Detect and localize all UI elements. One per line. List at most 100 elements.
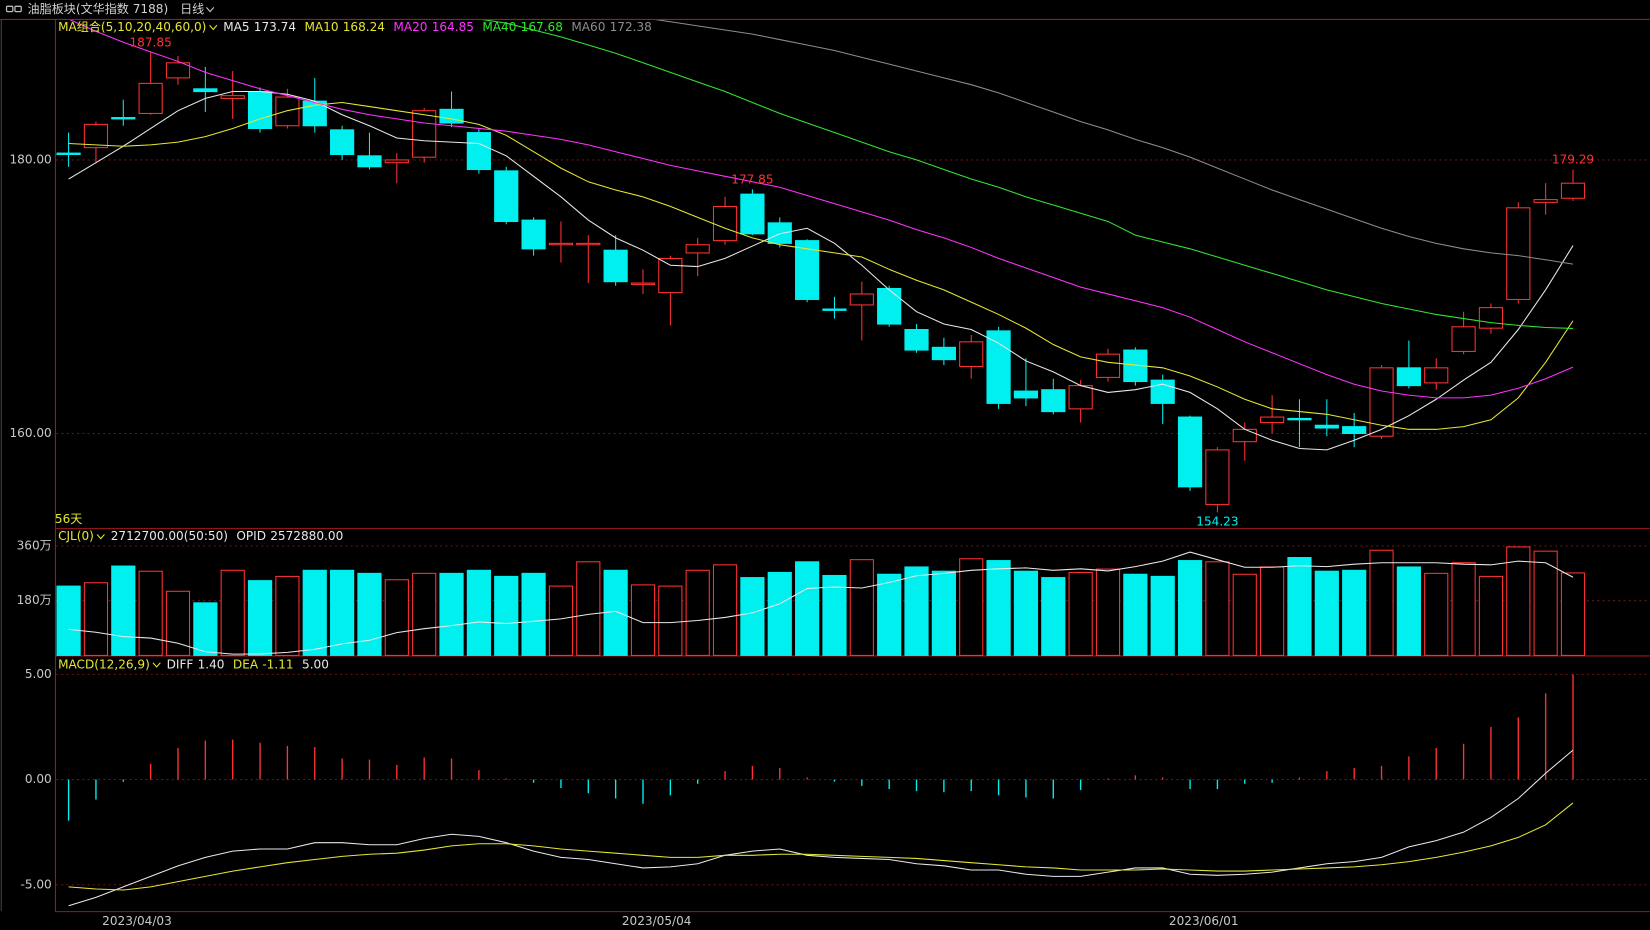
volume-bar bbox=[439, 572, 464, 656]
legend-name: OPID bbox=[236, 529, 266, 543]
legend-value: 1.40 bbox=[198, 657, 225, 671]
volume-bar bbox=[658, 585, 683, 656]
y-tick-label: 5.00 bbox=[25, 667, 52, 681]
indicator-line bbox=[68, 749, 1574, 907]
volume-bar bbox=[576, 561, 601, 656]
volume-bar bbox=[603, 569, 628, 656]
candle-body bbox=[165, 62, 191, 79]
candle-body bbox=[959, 341, 984, 367]
candle-body bbox=[1260, 416, 1285, 424]
candle-body bbox=[822, 308, 847, 311]
volume-bar bbox=[1369, 549, 1394, 656]
dropdown-chevron bbox=[152, 662, 161, 668]
volume-bar bbox=[904, 566, 929, 656]
indicator-title: CJL(0) bbox=[58, 529, 94, 543]
volume-bar bbox=[1478, 575, 1504, 656]
candle-body bbox=[986, 330, 1011, 404]
candle-body bbox=[220, 95, 245, 99]
candle-body bbox=[1314, 424, 1339, 429]
candle-body bbox=[548, 242, 574, 246]
legend-value: 172.38 bbox=[610, 20, 652, 34]
indicator-line bbox=[68, 551, 1574, 655]
volume-bar bbox=[1396, 566, 1421, 656]
volume-bar bbox=[1424, 572, 1449, 656]
volume-bar bbox=[712, 564, 738, 656]
indicator-line bbox=[69, 19, 1574, 399]
candle-body bbox=[330, 129, 355, 155]
volume-bar bbox=[1177, 560, 1203, 656]
y-tick-label: 0.00 bbox=[25, 772, 52, 786]
instrument-title: 油脂板块(文华指数 7188) bbox=[28, 1, 169, 16]
extreme-label: 179.29 bbox=[1552, 153, 1594, 167]
volume-bar bbox=[1451, 562, 1476, 656]
candle-body bbox=[1396, 367, 1421, 387]
candle-body bbox=[1095, 353, 1121, 378]
volume-bar bbox=[275, 575, 300, 656]
indicator-title: MACD(12,26,9) bbox=[58, 657, 150, 671]
y-tick-label: 180.00 bbox=[9, 152, 51, 166]
volume-bar bbox=[849, 559, 874, 656]
candle-body bbox=[494, 170, 519, 223]
volume-bar bbox=[548, 585, 574, 656]
volume-bar bbox=[685, 569, 710, 656]
candle-body bbox=[83, 123, 109, 149]
candle-body bbox=[193, 88, 218, 93]
candle-body bbox=[247, 91, 273, 130]
candle-body bbox=[603, 249, 628, 283]
legend-name: DIFF bbox=[167, 657, 194, 671]
volume-bar bbox=[247, 580, 273, 656]
candle-body bbox=[384, 159, 409, 164]
legend-name: MA10 bbox=[304, 20, 338, 34]
candle-body bbox=[111, 117, 136, 120]
volume-bar bbox=[1287, 557, 1312, 656]
y-tick-label: 180万 bbox=[17, 593, 52, 607]
volume-bar bbox=[466, 569, 491, 656]
period-selector[interactable]: 日线 bbox=[180, 2, 204, 16]
candle-body bbox=[658, 257, 683, 294]
indicator-line bbox=[68, 101, 1574, 430]
volume-bar bbox=[1342, 569, 1367, 656]
candle-body bbox=[1506, 207, 1531, 300]
volume-bar bbox=[1123, 573, 1148, 656]
candle-body bbox=[1424, 367, 1449, 384]
legend-value: 164.85 bbox=[432, 20, 474, 34]
candle-body bbox=[275, 96, 300, 127]
legend-name: MA40 bbox=[482, 20, 516, 34]
volume-bar bbox=[193, 602, 218, 656]
volume-bar bbox=[1150, 575, 1175, 656]
x-tick-label: 2023/05/04 bbox=[622, 914, 692, 928]
volume-bar bbox=[767, 571, 792, 656]
candle-body bbox=[877, 287, 902, 325]
candle-body bbox=[1013, 390, 1039, 399]
volume-bar bbox=[1095, 568, 1121, 656]
candle-body bbox=[767, 222, 792, 244]
volume-bar bbox=[931, 570, 956, 656]
volume-bar bbox=[1232, 573, 1257, 656]
plot-layer: 180.00 160.00 187.85 177.85 154.23 179.29 56天 2… bbox=[9, 19, 1650, 928]
volume-bar bbox=[384, 579, 409, 656]
legend-value: 5.00 bbox=[302, 657, 329, 671]
candle-body bbox=[630, 282, 656, 285]
volume-bar bbox=[795, 561, 820, 656]
period-chevron[interactable] bbox=[206, 7, 215, 13]
volume-bar bbox=[877, 573, 902, 656]
x-tick-label: 2023/04/03 bbox=[102, 914, 172, 928]
y-tick-label: 360万 bbox=[17, 538, 52, 552]
candle-body bbox=[412, 110, 437, 158]
legend-value: 167.68 bbox=[521, 20, 563, 34]
volume-bar bbox=[1533, 550, 1558, 656]
candle-body bbox=[1369, 367, 1394, 437]
extreme-label: 187.85 bbox=[130, 36, 172, 50]
candle-body bbox=[576, 242, 601, 246]
y-tick-label: 160.00 bbox=[9, 426, 51, 440]
volume-bar bbox=[330, 569, 355, 656]
volume-bar bbox=[1013, 570, 1039, 656]
volume-bar bbox=[1506, 546, 1531, 656]
legend-name: MA60 bbox=[571, 20, 605, 34]
volume-bar bbox=[165, 590, 191, 656]
volume-bar bbox=[494, 575, 519, 656]
candle-body bbox=[1533, 199, 1558, 203]
candle-body bbox=[904, 329, 929, 351]
volume-bar bbox=[111, 565, 136, 656]
